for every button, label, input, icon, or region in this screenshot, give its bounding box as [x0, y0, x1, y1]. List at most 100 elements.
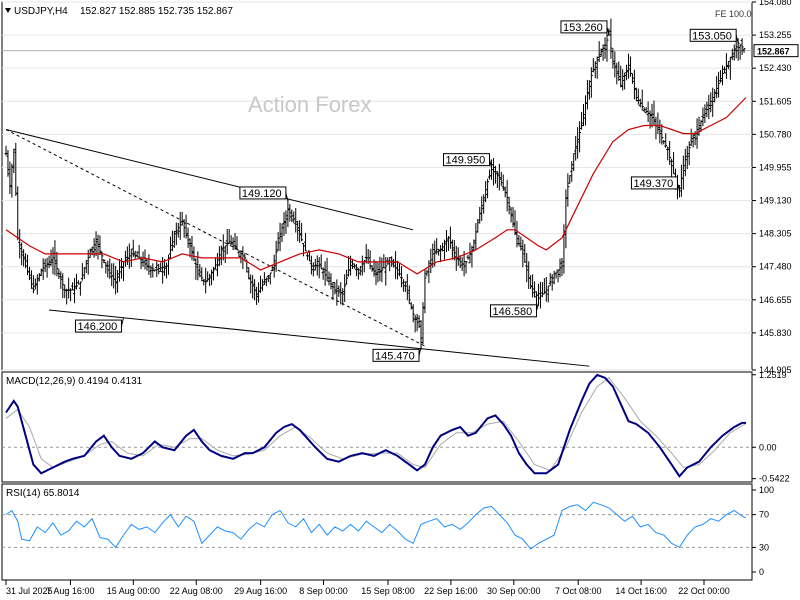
price-candle — [69, 288, 73, 302]
price-candle — [421, 302, 425, 345]
price-tick-label: 147.480 — [759, 262, 792, 272]
price-candle — [345, 269, 349, 285]
price-candle — [282, 212, 286, 236]
trendline-1[interactable] — [49, 309, 590, 367]
price-candle — [458, 255, 462, 269]
price-candle — [229, 235, 233, 245]
price-candle — [335, 279, 339, 306]
x-tick-label: 22 Oct 00:00 — [678, 586, 730, 596]
price-candle — [172, 230, 176, 248]
price-candle — [286, 198, 290, 228]
price-candle — [305, 253, 309, 261]
price-label-box — [372, 348, 420, 362]
price-candle — [288, 204, 292, 222]
price-tick-label: 149.955 — [759, 162, 792, 172]
price-candle — [450, 239, 454, 260]
price-candle — [717, 71, 721, 98]
price-candle — [589, 67, 593, 98]
price-candle — [304, 232, 308, 252]
price-label: 146.580 — [492, 306, 532, 318]
x-tick-label: 7 Aug 16:00 — [46, 586, 94, 596]
price-candle — [212, 266, 216, 281]
rsi-tick-label: 30 — [759, 542, 769, 552]
price-candle — [650, 103, 654, 128]
price-tick-label: 146.655 — [759, 295, 792, 305]
price-candle — [632, 69, 636, 100]
price-candle — [550, 274, 554, 291]
price-candle — [580, 112, 584, 130]
price-candle — [582, 104, 586, 127]
price-candle — [466, 254, 470, 260]
price-candle — [409, 302, 413, 310]
price-candle — [198, 264, 202, 278]
price-candle — [22, 249, 26, 267]
price-candle — [719, 70, 723, 83]
price-candle — [386, 257, 390, 265]
rsi-title: RSI(14) 65.8014 — [6, 488, 80, 499]
price-candle — [84, 260, 88, 274]
price-candle — [329, 273, 333, 290]
current-price-box — [753, 44, 799, 58]
price-candle — [546, 285, 550, 303]
price-candle — [325, 257, 329, 282]
price-candle — [272, 254, 276, 278]
price-candle — [576, 127, 580, 159]
price-candle — [73, 278, 77, 304]
price-candle — [407, 285, 411, 305]
price-label-box — [630, 176, 678, 190]
price-candle — [707, 94, 711, 120]
price-candle — [151, 263, 155, 278]
price-candle — [439, 245, 443, 263]
price-candle — [623, 72, 627, 90]
price-candle — [39, 268, 43, 277]
price-candle — [298, 220, 302, 243]
price-label: 146.200 — [77, 321, 117, 333]
price-candle — [268, 272, 272, 285]
price-candle — [544, 276, 548, 302]
price-candle — [464, 261, 468, 274]
trendline-0[interactable] — [5, 129, 414, 231]
price-candle — [374, 261, 378, 286]
price-candle — [630, 73, 634, 84]
price-candle — [417, 315, 421, 329]
moving-average-line — [5, 97, 747, 275]
trendline-2[interactable] — [5, 129, 426, 347]
price-candle — [642, 107, 646, 113]
price-candle — [709, 92, 713, 113]
price-candle — [341, 288, 345, 306]
price-candle — [472, 239, 476, 252]
price-candle — [538, 281, 542, 309]
price-candle — [605, 33, 609, 62]
price-candle — [560, 257, 564, 277]
ohlc-readout: 152.827 152.885 152.735 152.867 — [80, 6, 233, 17]
price-candle — [652, 100, 656, 126]
price-tick-label: 152.430 — [759, 63, 792, 73]
price-candle — [292, 211, 296, 224]
price-candle — [215, 253, 219, 277]
price-candle — [166, 254, 170, 275]
price-candle — [55, 251, 59, 277]
price-candle — [319, 254, 323, 270]
price-label: 153.260 — [563, 22, 603, 34]
price-candle — [255, 286, 259, 305]
price-candle — [415, 313, 419, 332]
price-candle — [376, 262, 380, 283]
price-candle — [625, 64, 629, 81]
price-candle — [484, 181, 488, 203]
price-candle — [636, 88, 640, 105]
price-candle — [49, 249, 53, 267]
price-candle — [722, 66, 726, 74]
price-candle — [448, 226, 452, 249]
price-candle — [108, 258, 112, 279]
price-tick-label: 149.130 — [759, 196, 792, 206]
price-candle — [713, 89, 717, 103]
price-candle — [237, 250, 241, 257]
price-candle — [603, 37, 607, 59]
price-candle — [6, 149, 10, 177]
collapse-triangle-icon[interactable] — [5, 8, 11, 13]
price-tick-label: 151.605 — [759, 96, 792, 106]
price-candle — [401, 279, 405, 292]
price-candle — [531, 274, 535, 298]
price-candle — [480, 196, 484, 221]
